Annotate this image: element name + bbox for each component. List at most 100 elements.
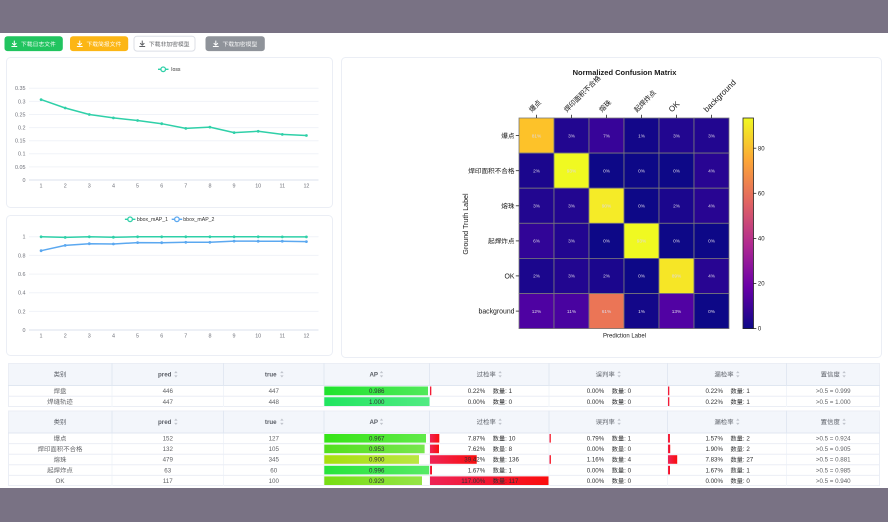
svg-text:5: 5 — [136, 334, 139, 340]
svg-text:3%: 3% — [673, 133, 681, 139]
svg-text:0.967: 0.967 — [369, 436, 385, 443]
svg-text:6: 6 — [160, 184, 163, 190]
svg-text:: 0: : 0 — [743, 478, 750, 485]
svg-text:1: 1 — [23, 235, 26, 241]
svg-text:117.00%: 117.00% — [461, 478, 485, 485]
svg-text:345: 345 — [269, 457, 280, 464]
svg-text:OK: OK — [56, 478, 66, 485]
svg-text:0%: 0% — [603, 239, 611, 245]
svg-text:4: 4 — [112, 334, 115, 340]
svg-text:2%: 2% — [603, 274, 611, 280]
svg-text:0.22%: 0.22% — [468, 388, 486, 395]
svg-text:2: 2 — [64, 184, 67, 190]
svg-text:: 1: : 1 — [743, 467, 750, 474]
svg-text:8: 8 — [208, 334, 211, 340]
svg-text:: 0: : 0 — [624, 399, 631, 406]
svg-text:7: 7 — [184, 334, 187, 340]
svg-text:63: 63 — [164, 467, 171, 474]
svg-text:4%: 4% — [708, 203, 716, 209]
svg-text:11: 11 — [280, 334, 286, 340]
svg-text:0%: 0% — [708, 239, 716, 245]
svg-text:0.2: 0.2 — [18, 126, 26, 132]
svg-text:3%: 3% — [568, 239, 576, 245]
svg-text:479: 479 — [163, 457, 174, 464]
svg-text:: 8: : 8 — [505, 446, 512, 453]
svg-text:1.67%: 1.67% — [468, 467, 486, 474]
svg-text:81%: 81% — [532, 133, 542, 139]
svg-text:0.00%: 0.00% — [587, 478, 605, 485]
svg-text:0%: 0% — [638, 168, 646, 174]
svg-text:0: 0 — [23, 178, 26, 184]
svg-text:OK: OK — [505, 273, 515, 280]
svg-text:3%: 3% — [568, 133, 576, 139]
svg-text:0%: 0% — [638, 203, 646, 209]
svg-text:0.25: 0.25 — [15, 112, 26, 118]
svg-text:AP: AP — [369, 419, 378, 426]
svg-text:Ground Truth Label: Ground Truth Label — [462, 193, 470, 255]
svg-text:pred: pred — [158, 371, 172, 378]
svg-text:105: 105 — [269, 446, 280, 453]
svg-text:3%: 3% — [708, 133, 716, 139]
svg-text:1.57%: 1.57% — [705, 436, 723, 443]
svg-text:0%: 0% — [673, 239, 681, 245]
svg-text:0%: 0% — [638, 274, 646, 280]
svg-text:3%: 3% — [533, 203, 541, 209]
svg-text:: 0: : 0 — [624, 446, 631, 453]
svg-text:11%: 11% — [567, 309, 577, 315]
svg-text:12%: 12% — [532, 309, 542, 315]
svg-text:7.83%: 7.83% — [705, 457, 723, 464]
svg-text:3: 3 — [88, 184, 91, 190]
svg-text:7: 7 — [184, 184, 187, 190]
svg-text:0: 0 — [23, 328, 26, 334]
svg-text:13%: 13% — [672, 309, 682, 315]
svg-text:>0.5 = 0.881: >0.5 = 0.881 — [816, 457, 851, 464]
svg-text:0.00%: 0.00% — [468, 399, 486, 406]
svg-text:background: background — [478, 308, 514, 315]
svg-text:1.90%: 1.90% — [705, 446, 723, 453]
svg-text:0.22%: 0.22% — [705, 399, 723, 406]
svg-text:2%: 2% — [533, 168, 541, 174]
svg-text:>0.5 = 0.905: >0.5 = 0.905 — [816, 446, 851, 453]
svg-text:0%: 0% — [673, 168, 681, 174]
svg-text:bbox_mAP_2: bbox_mAP_2 — [183, 217, 214, 223]
svg-text:4%: 4% — [708, 168, 716, 174]
svg-text:93%: 93% — [637, 239, 647, 245]
svg-text:12: 12 — [303, 184, 309, 190]
svg-text:447: 447 — [163, 399, 174, 406]
svg-text:0.3: 0.3 — [18, 99, 26, 105]
svg-text:11: 11 — [280, 184, 286, 190]
svg-text:8: 8 — [208, 184, 211, 190]
svg-text:60: 60 — [758, 191, 765, 197]
svg-text:9: 9 — [233, 334, 236, 340]
svg-text:0.22%: 0.22% — [705, 388, 723, 395]
svg-text:39.42%: 39.42% — [464, 457, 485, 464]
svg-text:1.000: 1.000 — [369, 399, 385, 406]
svg-text:10: 10 — [255, 334, 261, 340]
svg-text:: 0: : 0 — [505, 399, 512, 406]
svg-text:132: 132 — [163, 446, 174, 453]
svg-text:: 27: : 27 — [743, 457, 754, 464]
svg-text:2: 2 — [64, 334, 67, 340]
svg-text:0%: 0% — [708, 309, 716, 315]
svg-text:127: 127 — [269, 436, 280, 443]
svg-text:: 1: : 1 — [743, 388, 750, 395]
svg-text:0.2: 0.2 — [18, 309, 26, 315]
svg-text:: 1: : 1 — [743, 399, 750, 406]
svg-text:0.00%: 0.00% — [705, 478, 723, 485]
svg-text:60: 60 — [270, 467, 277, 474]
svg-text:7%: 7% — [603, 133, 611, 139]
svg-text:1%: 1% — [638, 133, 646, 139]
svg-text:0.00%: 0.00% — [587, 399, 605, 406]
svg-text:: 2: : 2 — [743, 436, 750, 443]
svg-text:AP: AP — [369, 371, 378, 378]
svg-text:0.986: 0.986 — [369, 388, 385, 395]
svg-text:: 4: : 4 — [624, 457, 631, 464]
svg-text:3%: 3% — [568, 274, 576, 280]
svg-text:10: 10 — [255, 184, 261, 190]
svg-text:loss: loss — [171, 67, 181, 73]
svg-text:true: true — [265, 419, 277, 426]
svg-text:0.953: 0.953 — [369, 446, 385, 453]
svg-text:: 10: : 10 — [505, 436, 516, 443]
svg-text:61%: 61% — [602, 309, 612, 315]
svg-text:>0.5 = 0.924: >0.5 = 0.924 — [816, 436, 851, 443]
